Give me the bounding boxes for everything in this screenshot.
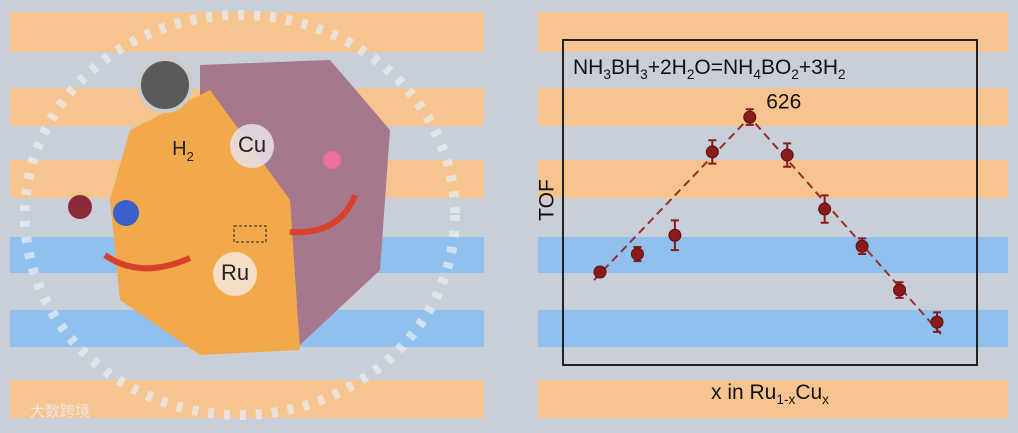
water-ring [20,10,460,420]
point [893,283,907,297]
arrow [103,252,192,272]
watermark: 大数跨境 [30,402,90,420]
point [593,265,607,279]
subscript: 4 [753,67,761,82]
text-run: Cu [795,381,822,404]
point [930,315,944,329]
illustration: H2 Cu Ru 大数跨境 [20,10,460,420]
cu-label: Cu [238,132,266,157]
point [855,239,869,253]
text-run: NH [573,56,603,79]
text-run: H [172,138,186,160]
text-run: +2H [648,56,687,79]
text-run: Ru [221,260,249,285]
stripe [538,380,1008,418]
text-run: Cu [238,132,266,157]
text-run: BH [611,56,640,79]
subscript: 2 [791,67,799,82]
stripe [538,310,1008,347]
x-axis-label: x in Ru1-xCux [711,381,829,408]
bubble [137,57,193,113]
subscript: 2 [838,67,846,82]
stripe [10,380,484,418]
plot-frame [562,39,978,366]
point [668,228,682,242]
point [705,145,719,159]
subscript: x [822,392,829,407]
point [743,110,757,124]
text-run: BO [761,56,791,79]
chart-title: NH3BH3+2H2O=NH4BO2+3H2 [573,56,846,83]
stripe [538,12,1008,52]
subscript: 3 [640,67,648,82]
stripe [10,12,484,52]
atom [323,151,341,169]
subscript: 1-x [776,392,795,407]
point [780,148,794,162]
data-label: 626 [766,91,801,114]
atom [113,200,139,226]
subscript: 2 [687,67,695,82]
subscript: 2 [187,149,194,164]
stripe [538,88,1008,126]
point [818,202,832,216]
h2-label: H2 [172,138,194,164]
point [630,247,644,261]
box [233,225,267,243]
label-bg [213,252,257,296]
text-run: x in Ru [711,381,776,404]
atom [68,195,92,219]
text-run: O=NH [694,56,753,79]
stripe [538,237,1008,273]
subscript: 3 [603,67,611,82]
stripe [538,160,1008,198]
arrow [289,193,358,236]
text-run: +3H [799,56,838,79]
label-bg [230,124,274,168]
ru-label: Ru [221,260,249,285]
y-axis-label: TOF [536,179,559,221]
